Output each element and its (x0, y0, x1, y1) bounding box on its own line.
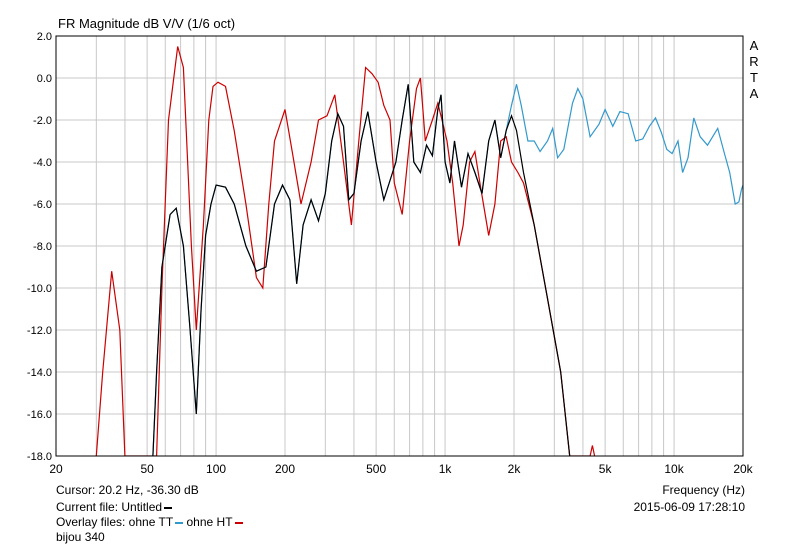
y-tick-label: -8.0 (33, 241, 52, 253)
series-line-untitled (152, 84, 571, 456)
y-tick-label: 2.0 (37, 31, 52, 43)
x-axis-label: Frequency (Hz) (662, 483, 745, 497)
cursor-readout: Cursor: 20.2 Hz, -36.30 dB (56, 483, 199, 497)
timestamp: 2015-06-09 17:28:10 (633, 500, 745, 514)
overlay-files: Overlay files: ohne TT ohne HT (56, 515, 243, 529)
y-tick-label: -10.0 (27, 283, 52, 295)
x-tick-label: 20 (49, 462, 63, 476)
y-tick-label: -16.0 (27, 409, 52, 421)
overlay-second-label: ohne HT (183, 515, 233, 529)
y-tick-label: -14.0 (27, 367, 52, 379)
current-file-swatch (164, 506, 173, 509)
y-tick-label: -4.0 (33, 157, 52, 169)
series-line-ohne-tt (152, 84, 743, 456)
series-group (95, 46, 743, 456)
y-tick-label: 0.0 (37, 73, 52, 85)
x-tick-label: 20k (733, 462, 753, 476)
arta-letter-a1: A (749, 38, 759, 53)
y-tick-label: -12.0 (27, 325, 52, 337)
current-file-label: Current file: Untitled (56, 500, 163, 514)
current-file: Current file: Untitled (56, 500, 173, 514)
y-tick-label: -6.0 (33, 199, 52, 211)
x-tick-label: 50 (140, 462, 154, 476)
chart-title: FR Magnitude dB V/V (1/6 oct) (58, 16, 236, 31)
x-tick-label: 10k (664, 462, 684, 476)
y-tick-label: -18.0 (27, 451, 52, 463)
y-axis-ticks: 2.0 0.0 -2.0 -4.0 -6.0 -8.0 -10.0 -12.0 -14.0 -16… (27, 31, 52, 463)
arta-letter-a2: A (749, 86, 759, 101)
overlay-swatch-ohne-tt (175, 521, 184, 524)
plot-frame (55, 35, 744, 457)
arta-letter-t: T (750, 70, 758, 85)
x-axis-ticks: 20 50 100 200 500 1k 2k 5k 10k 20k (49, 462, 753, 476)
overlay-label: Overlay files: ohne TT (56, 515, 174, 529)
x-tick-label: 100 (206, 462, 226, 476)
grid (56, 35, 743, 457)
x-tick-label: 2k (508, 462, 522, 476)
x-tick-label: 1k (439, 462, 453, 476)
caption: bijou 340 (56, 530, 105, 544)
y-tick-label: -2.0 (33, 115, 52, 127)
x-tick-label: 200 (275, 462, 295, 476)
overlay-swatch-ohne-ht (234, 521, 243, 524)
arta-letter-r: R (749, 54, 759, 69)
x-tick-label: 500 (366, 462, 386, 476)
x-tick-label: 5k (599, 462, 613, 476)
series-line-ohne-ht (95, 46, 596, 456)
arta-vertical-label: A R T A (748, 38, 760, 102)
